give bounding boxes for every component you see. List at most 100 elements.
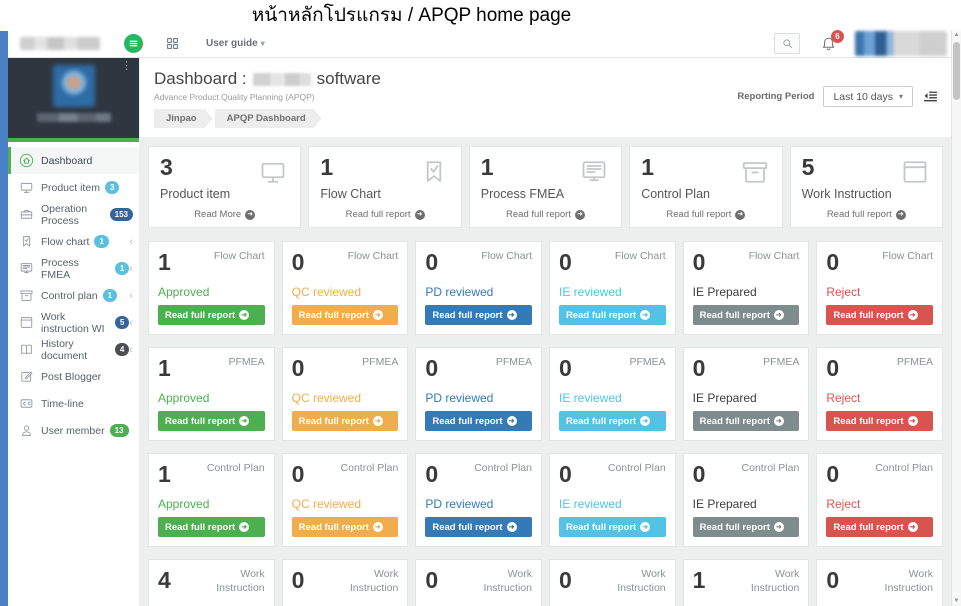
card-value: 0	[425, 567, 439, 594]
card-category: PFMEA	[362, 356, 399, 369]
breadcrumb-jinpao[interactable]: Jinpao	[154, 109, 213, 128]
arrow-circle-icon: ➜	[773, 522, 784, 533]
sidebar-item-label: Post Blogger	[41, 370, 102, 383]
card-status: IE Prepared	[692, 391, 757, 406]
summary-card-work-instruction: 5 Work Instruction Read full report ➜	[789, 146, 943, 228]
arrow-circle-icon: ➜	[506, 416, 517, 427]
card-value: 0	[558, 461, 572, 488]
sidebar-toggle-button[interactable]	[124, 34, 143, 53]
sidebar-item-work-instruction-wi[interactable]: Work instruction WI 5 ‹	[8, 309, 139, 336]
sidebar-item-post-blogger[interactable]: Post Blogger	[8, 363, 139, 390]
card-control-plan-approved: 1 Control Plan Approved Read full report ➜	[148, 453, 275, 548]
read-full-report-button[interactable]: Read full report ➜	[826, 305, 933, 326]
read-full-report-button[interactable]: Read full report ➜	[826, 411, 933, 432]
read-report-link[interactable]: Read full report ➜	[481, 209, 610, 220]
read-full-report-button[interactable]: Read full report ➜	[558, 305, 666, 326]
card-category: Control Plan	[474, 462, 532, 475]
sidebar-item-flow-chart[interactable]: Flow chart 1 ‹	[8, 228, 139, 255]
scroll-down-arrow[interactable]: ▼	[953, 598, 960, 604]
summary-card-flow-chart: 1 Flow Chart Read full report ➜	[308, 146, 462, 228]
card-control-plan-ie-reviewed: 0 Control Plan IE reviewed Read full report…	[548, 453, 676, 548]
card-flow-chart-approved: 1 Flow Chart Approved Read full report ➜	[148, 241, 275, 336]
card-flow-chart-ie-prepared: 0 Flow Chart IE Prepared Read full report ➜	[682, 241, 810, 336]
vertical-scrollbar[interactable]: ▲ ▼	[951, 30, 961, 606]
scrollbar-thumb[interactable]	[953, 42, 960, 100]
scroll-up-arrow[interactable]: ▲	[953, 32, 960, 38]
reporting-period-select[interactable]: Last 10 days ▾	[823, 86, 913, 107]
reporting-period: Reporting Period Last 10 days ▾	[737, 86, 939, 107]
card-status: Reject	[826, 497, 861, 512]
breadcrumb-apqp-dashboard[interactable]: APQP Dashboard	[215, 109, 322, 128]
read-full-report-button[interactable]: Read full report ➜	[692, 305, 800, 326]
sidebar-item-label: User member	[41, 424, 105, 437]
chevron-left-icon: ‹	[129, 262, 133, 275]
read-report-link[interactable]: Read full report ➜	[320, 209, 449, 220]
dashboard-content: 3 Product item Read More ➜ 1 Flow Chart Read f…	[140, 137, 951, 606]
sidebar-item-dashboard[interactable]: Dashboard	[8, 147, 139, 174]
arrow-circle-icon: ➜	[907, 310, 918, 321]
card-flow-chart-qc-reviewed: 0 Flow Chart QC reviewed Read full report ➜	[281, 241, 409, 336]
summary-value: 5	[801, 154, 815, 180]
read-full-report-button[interactable]: Read full report ➜	[291, 411, 399, 432]
sidebar-item-user-member[interactable]: User member 13	[8, 417, 139, 444]
sidebar-item-operation-process[interactable]: Operation Process 153	[8, 201, 139, 228]
arrow-circle-icon: ➜	[245, 209, 256, 220]
user-guide-menu[interactable]: User guide ▾	[206, 38, 265, 49]
profile-menu-dots[interactable]: ⋮	[121, 60, 132, 72]
arrow-circle-icon: ➜	[640, 416, 651, 427]
card-category: Work Instruction	[483, 568, 532, 595]
sidebar-item-history-document[interactable]: History document 4 ‹	[8, 336, 139, 363]
bookmark-icon	[19, 234, 34, 249]
read-full-report-button[interactable]: Read full report ➜	[425, 305, 532, 326]
read-full-report-button[interactable]: Read full report ➜	[158, 305, 265, 326]
profile-panel: ⋮	[8, 58, 139, 138]
arrow-circle-icon: ➜	[895, 209, 906, 220]
read-full-report-button[interactable]: Read full report ➜	[158, 411, 265, 432]
card-category: PFMEA	[495, 356, 532, 369]
sidebar-item-product-item[interactable]: Product item 3	[8, 174, 139, 201]
sidebar-item-time-line[interactable]: Time-line	[8, 390, 139, 417]
chevron-left-icon: ‹	[129, 343, 133, 356]
sidebar-item-process-fmea[interactable]: Process FMEA 1 ‹	[8, 255, 139, 282]
arrow-circle-icon: ➜	[640, 522, 651, 533]
card-value: 1	[692, 567, 706, 594]
dashboard-title: Dashboard : software	[154, 69, 381, 88]
summary-value: 1	[480, 154, 494, 180]
read-full-report-button[interactable]: Read full report ➜	[291, 517, 399, 538]
report-menu-icon[interactable]	[922, 88, 939, 105]
card-control-plan-ie-prepared: 0 Control Plan IE Prepared Read full report…	[682, 453, 810, 548]
read-report-link[interactable]: Read More ➜	[160, 209, 289, 220]
card-category: PFMEA	[629, 356, 666, 369]
read-full-report-button[interactable]: Read full report ➜	[425, 411, 532, 432]
user-avatar[interactable]	[855, 31, 947, 56]
card-category: Work Instruction	[884, 568, 933, 595]
card-status: QC reviewed	[291, 391, 362, 406]
card-status: QC reviewed	[291, 285, 362, 300]
search-button[interactable]	[774, 33, 800, 54]
count-badge: 13	[109, 424, 129, 437]
notifications-bell[interactable]: 6	[820, 29, 844, 53]
sidebar-item-control-plan[interactable]: Control plan 1 ‹	[8, 282, 139, 309]
card-category: Work Instruction	[617, 568, 666, 595]
sidebar-accent-line	[8, 138, 139, 142]
read-full-report-button[interactable]: Read full report ➜	[692, 411, 800, 432]
read-full-report-button[interactable]: Read full report ➜	[826, 517, 933, 538]
read-full-report-button[interactable]: Read full report ➜	[692, 517, 800, 538]
arrow-circle-icon: ➜	[414, 209, 425, 220]
read-full-report-button[interactable]: Read full report ➜	[558, 517, 666, 538]
presentation-icon	[19, 261, 34, 276]
card-flow-chart-ie-reviewed: 0 Flow Chart IE reviewed Read full report ➜	[548, 241, 676, 336]
read-report-link[interactable]: Read full report ➜	[802, 209, 931, 220]
read-full-report-button[interactable]: Read full report ➜	[291, 305, 399, 326]
read-full-report-button[interactable]: Read full report ➜	[425, 517, 532, 538]
read-full-report-button[interactable]: Read full report ➜	[158, 517, 265, 538]
card-status: Reject	[826, 285, 861, 300]
apps-grid-icon[interactable]	[165, 36, 180, 51]
summary-label: Work Instruction	[801, 187, 892, 201]
arrow-circle-icon: ➜	[506, 522, 517, 533]
card-pfmea-ie-reviewed: 0 PFMEA IE reviewed Read full report ➜	[548, 347, 676, 442]
read-full-report-button[interactable]: Read full report ➜	[558, 411, 666, 432]
read-report-link[interactable]: Read full report ➜	[641, 209, 770, 220]
content-header: Dashboard : software Advance Product Qua…	[140, 58, 951, 137]
